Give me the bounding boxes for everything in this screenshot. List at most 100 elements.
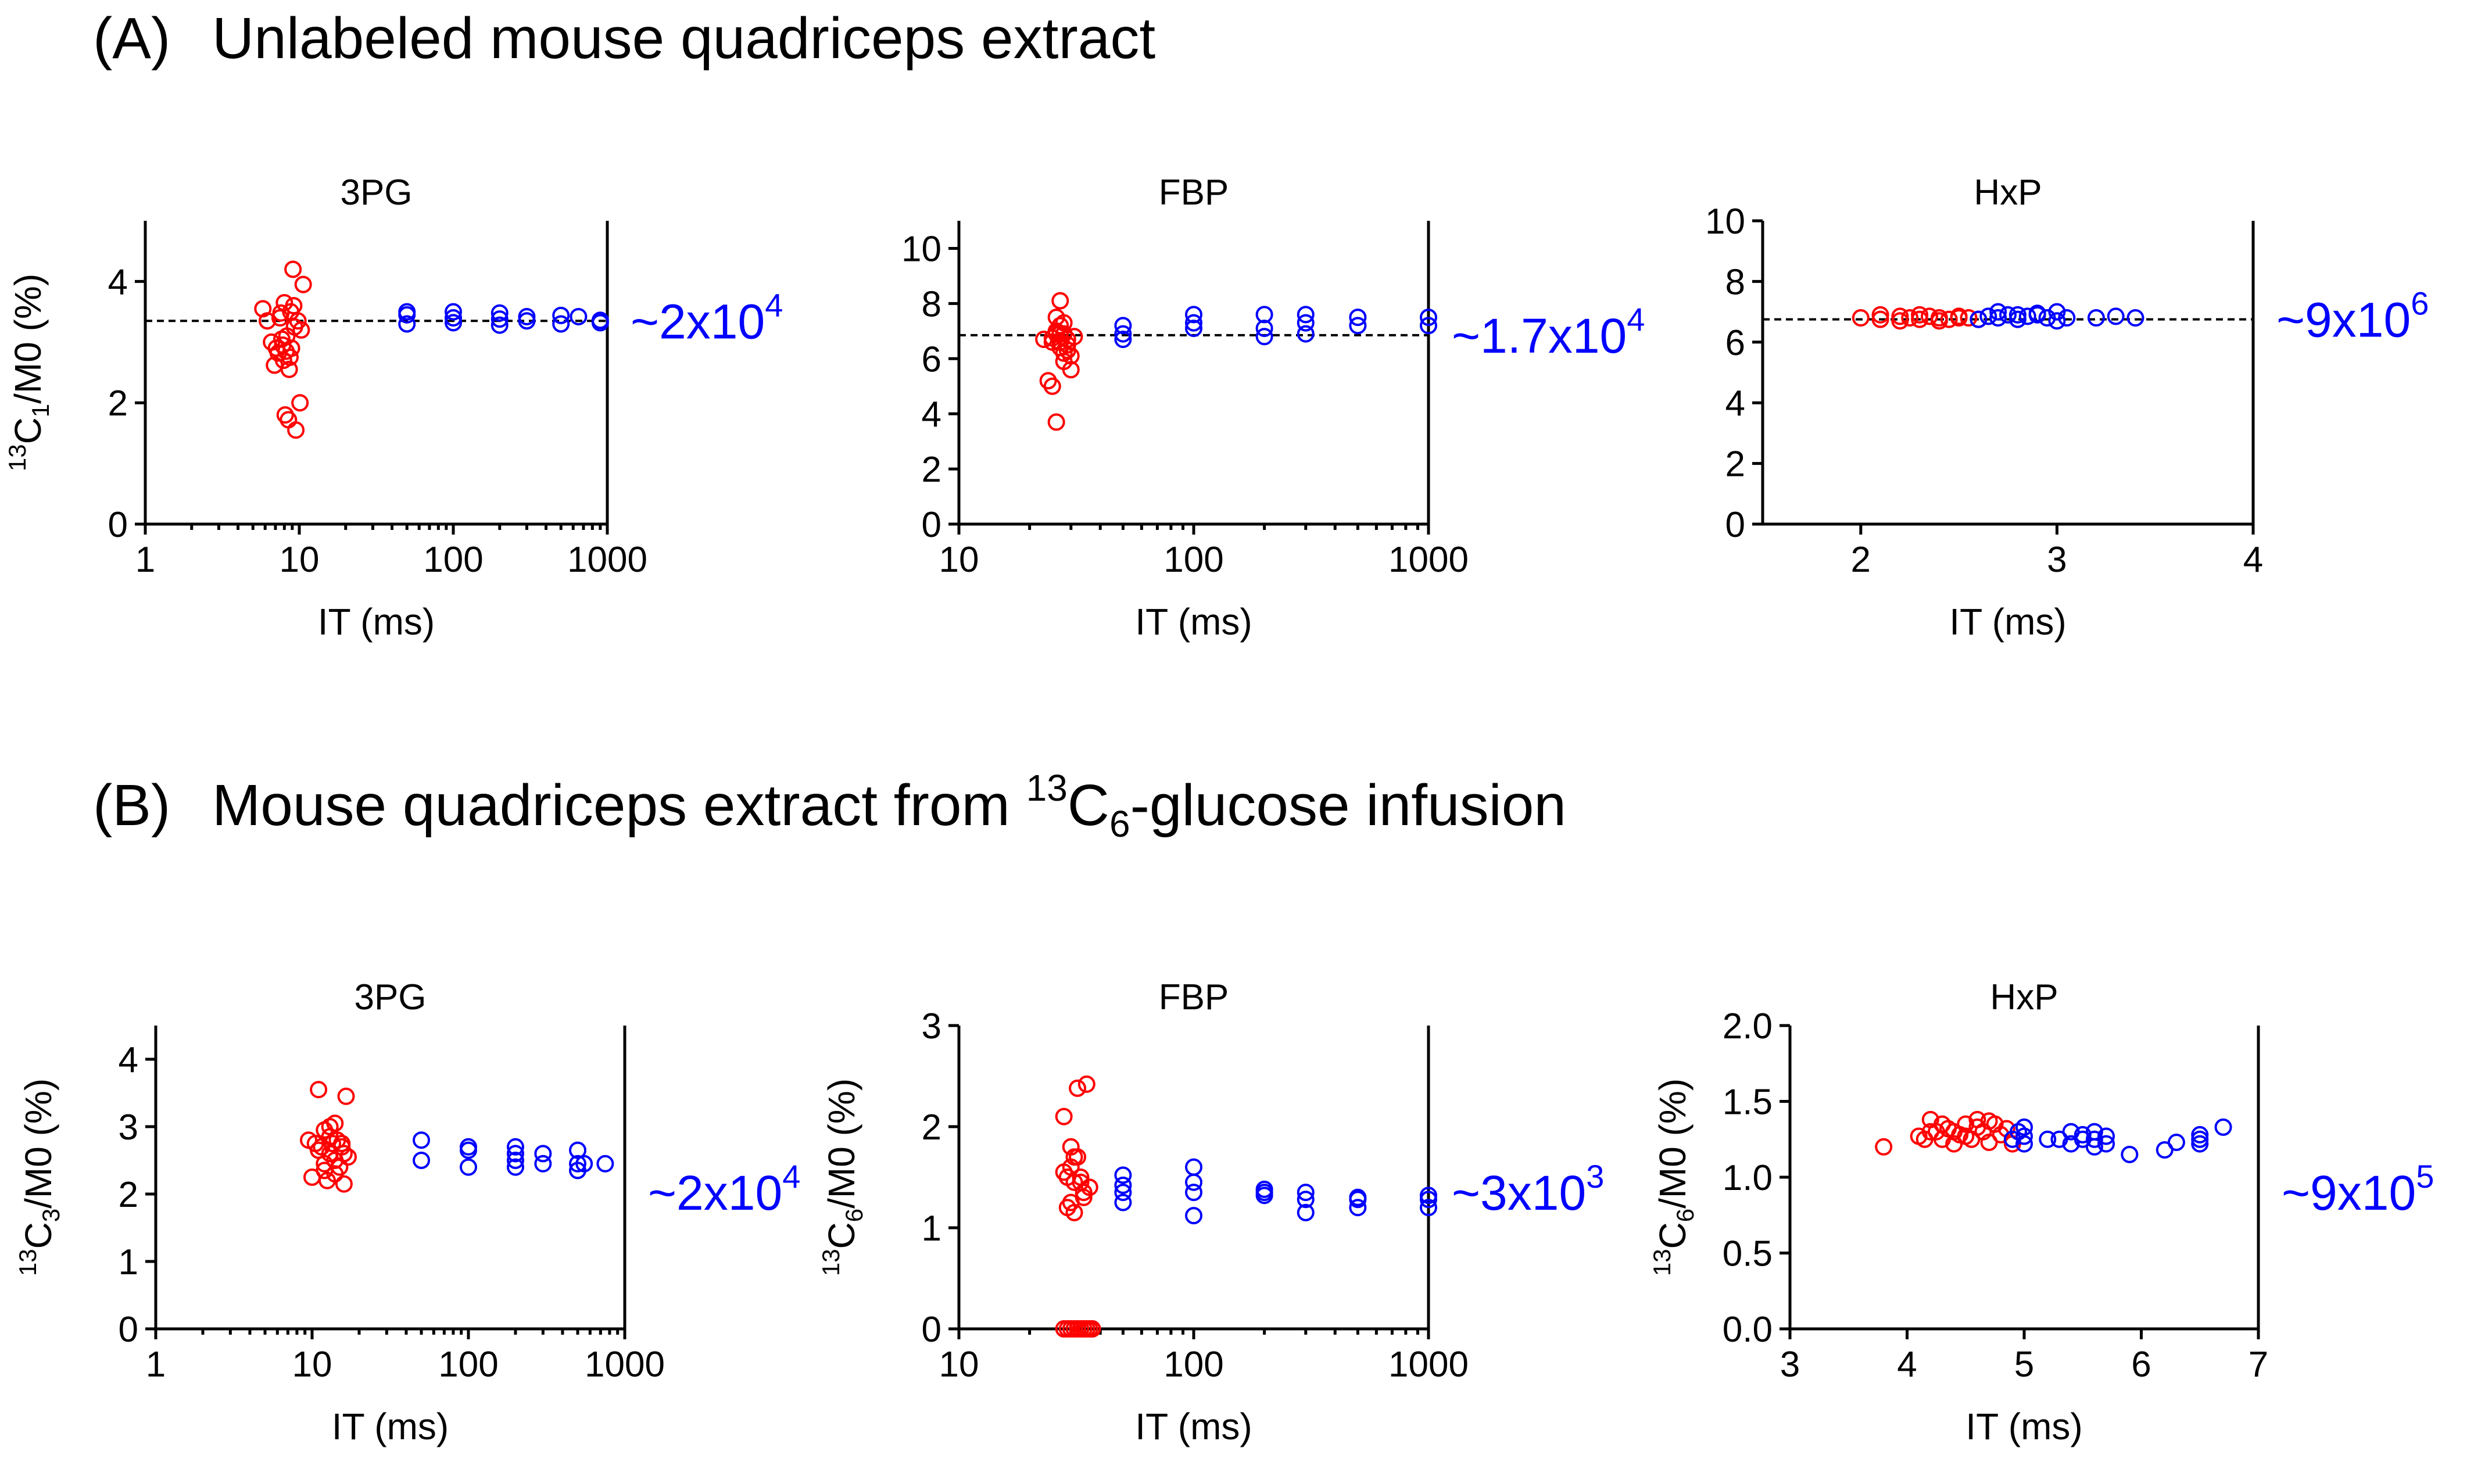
x-tick-label: 4: [1897, 1345, 1917, 1385]
data-point-red: [1960, 309, 1978, 327]
data-point-red: [287, 421, 305, 439]
data-point-red: [1083, 1320, 1101, 1338]
x-tick-label: 6: [2131, 1345, 2151, 1385]
data-point-blue: [1349, 309, 1367, 327]
annotation: ~3x103: [1452, 1158, 1604, 1220]
annotation-base: ~2x10: [631, 294, 765, 349]
data-point-red: [1051, 333, 1069, 351]
section-b-title-post: -glucose infusion: [1130, 773, 1566, 838]
y-axis-label-main: C: [1652, 1222, 1694, 1249]
data-point-blue: [1255, 320, 1273, 338]
annotation: ~2x104: [631, 286, 783, 349]
axis-frame: [1788, 1026, 2260, 1331]
data-point-blue: [1297, 1203, 1315, 1221]
data-point-red: [258, 312, 276, 330]
data-point-blue: [1420, 317, 1437, 335]
y-tick-label: 0.5: [1723, 1234, 1773, 1274]
data-point-red: [1069, 1079, 1087, 1097]
series-blue: [1114, 306, 1437, 349]
data-point-red: [1047, 309, 1065, 327]
data-point-blue: [2191, 1135, 2209, 1153]
data-point-red: [310, 1081, 328, 1099]
data-point-blue: [1297, 1184, 1315, 1202]
y-tick-label: 8: [1725, 262, 1745, 302]
data-point-blue: [1979, 307, 1997, 325]
data-point-blue: [534, 1145, 552, 1163]
data-point-blue: [1185, 1173, 1202, 1191]
data-point-blue: [1114, 325, 1132, 343]
data-point-red: [310, 1141, 328, 1159]
y-tick-label: 6: [922, 339, 941, 379]
y-tick-label: 2: [922, 450, 941, 490]
data-point-blue: [569, 1141, 587, 1159]
data-point-blue: [506, 1138, 524, 1156]
x-tick-label: 100: [423, 540, 483, 580]
data-point-red: [1930, 312, 1948, 330]
data-point-red: [1080, 1178, 1098, 1196]
data-point-blue: [445, 309, 462, 327]
data-point-blue: [490, 310, 509, 328]
data-point-blue: [460, 1158, 477, 1176]
data-point-blue: [552, 315, 570, 333]
y-tick-label: 2.0: [1723, 1006, 1773, 1046]
x-tick-label: 2: [1851, 540, 1871, 580]
section-b-heading: (B) Mouse quadriceps extract from 13C6-g…: [93, 767, 1566, 845]
data-point-blue: [1185, 306, 1202, 324]
data-point-red: [1047, 413, 1065, 431]
data-point-red: [1055, 1107, 1073, 1125]
x-axis-label: IT (ms): [1135, 1406, 1252, 1447]
y-tick-label: 0: [108, 505, 128, 545]
chart-title: 3PG: [340, 173, 412, 213]
annotation-exp: 3: [1586, 1158, 1604, 1195]
data-point-blue: [1114, 1166, 1132, 1184]
y-axis-label-sub: 6: [840, 1209, 868, 1222]
y-tick-label: 8: [922, 284, 941, 324]
x-axis-label: IT (ms): [332, 1406, 449, 1447]
data-point-red: [1055, 325, 1073, 343]
data-point-blue: [1185, 1207, 1202, 1225]
x-tick-label: 5: [2014, 1345, 2034, 1385]
y-tick-label: 10: [901, 229, 941, 269]
y-tick-label: 0: [922, 505, 941, 545]
data-point-red: [1043, 377, 1061, 395]
annotation-base: ~1.7x10: [1452, 309, 1627, 363]
data-point-red: [1047, 322, 1065, 340]
series-blue: [413, 1131, 614, 1180]
annotation-base: ~9x10: [2276, 293, 2411, 347]
data-point-blue: [1185, 320, 1202, 338]
data-point-red: [321, 1128, 339, 1146]
annotation-exp: 4: [782, 1158, 800, 1195]
y-tick-label: 4: [119, 1040, 138, 1080]
section-b-label: (B): [93, 773, 170, 838]
data-point-blue: [1114, 1184, 1132, 1202]
y-axis-label: 13C3/M0 (%): [14, 1078, 65, 1276]
series-red: [300, 1081, 357, 1193]
data-point-blue: [1255, 328, 1273, 346]
data-point-blue: [534, 1155, 552, 1173]
data-point-blue: [1185, 314, 1202, 332]
data-point-blue: [1420, 1187, 1437, 1205]
y-axis-label-post: /M0 (%): [7, 274, 49, 404]
data-point-blue: [413, 1152, 431, 1169]
section-b-title: Mouse quadriceps extract from 13C6-gluco…: [212, 767, 1566, 845]
data-point-blue: [1255, 306, 1273, 324]
y-axis-label: 13C6/M0 (%): [817, 1078, 868, 1276]
data-point-blue: [1420, 309, 1437, 327]
data-point-red: [1065, 1148, 1083, 1166]
data-point-blue: [445, 314, 462, 332]
series-blue: [1970, 303, 2144, 330]
data-point-blue: [2048, 303, 2066, 321]
axis-frame: [144, 221, 609, 526]
y-tick-label: 0: [119, 1310, 138, 1350]
data-point-blue: [1255, 1180, 1273, 1198]
y-axis-label-sup: 13: [1648, 1249, 1675, 1276]
data-point-blue: [2085, 1123, 2103, 1141]
x-tick-label: 100: [438, 1345, 498, 1385]
data-point-red: [337, 1087, 355, 1105]
data-point-blue: [2167, 1133, 2185, 1151]
series-red: [1035, 292, 1083, 431]
data-point-blue: [2214, 1118, 2232, 1136]
y-tick-label: 2: [108, 383, 128, 424]
